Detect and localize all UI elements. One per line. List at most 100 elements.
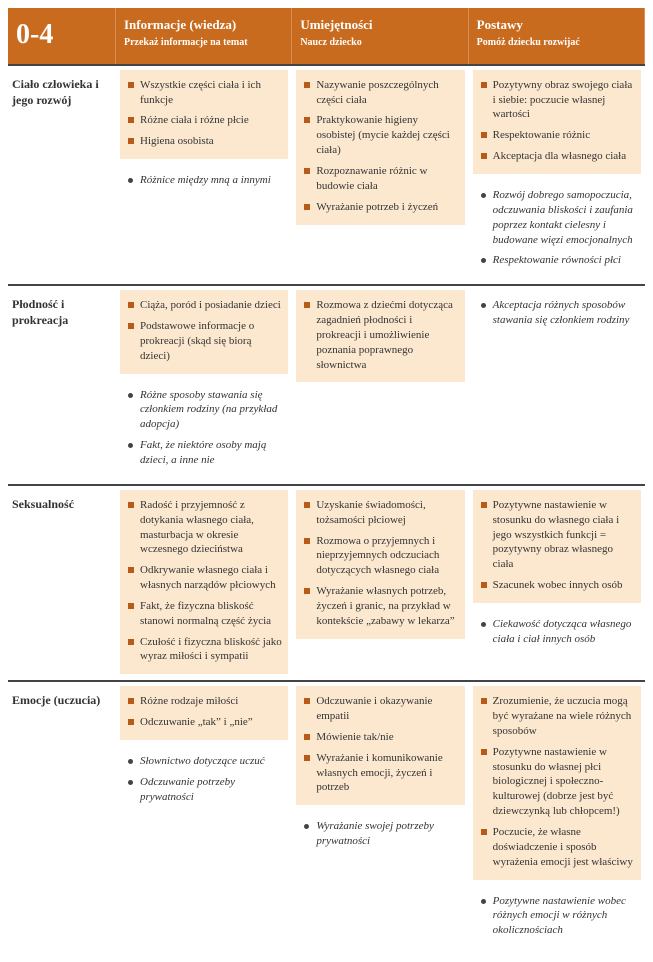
header-col-skills: Umiejętności Naucz dziecko	[292, 8, 468, 64]
primary-list: Odczuwanie i okazywanie empatiiMówienie …	[302, 692, 458, 799]
col-subtitle: Przekaż informacje na temat	[124, 36, 283, 50]
primary-block: Nazywanie poszczególnych części ciałaPra…	[296, 70, 464, 225]
list-item: Różne rodzaje miłości	[126, 692, 282, 713]
list-item: Odkrywanie własnego ciała i własnych nar…	[126, 561, 282, 597]
primary-list: Ciąża, poród i posiadanie dzieciPodstawo…	[126, 296, 282, 367]
list-item: Pozytywny obraz swojego ciała i siebie: …	[479, 76, 635, 127]
secondary-list: Ciekawość dotycząca własnego ciała i cia…	[479, 615, 635, 651]
secondary-list: Różne sposoby stawania się członkiem rod…	[126, 386, 282, 472]
col-subtitle: Naucz dziecko	[300, 36, 459, 50]
primary-list: Pozytywne nastawienie w stosunku do włas…	[479, 496, 635, 597]
header-col-knowledge: Informacje (wiedza) Przekaż informacje n…	[116, 8, 292, 64]
table-cell: Zrozumienie, że uczucia mogą być wyrażan…	[469, 680, 645, 954]
list-item: Rozmowa o przyjemnych i nieprzyjemnych o…	[302, 532, 458, 583]
list-item: Pozytywne nastawienie w stosunku do włas…	[479, 743, 635, 823]
table-cell: Odczuwanie i okazywanie empatiiMówienie …	[292, 680, 468, 954]
primary-block: Ciąża, poród i posiadanie dzieciPodstawo…	[120, 290, 288, 373]
list-item: Słownictwo dotyczące uczuć	[126, 752, 282, 773]
list-item: Mówienie tak/nie	[302, 728, 458, 749]
primary-block: Zrozumienie, że uczucia mogą być wyrażan…	[473, 686, 641, 879]
age-range-text: 0-4	[16, 16, 53, 54]
list-item: Różne ciała i różne płcie	[126, 111, 282, 132]
list-item: Szacunek wobec innych osób	[479, 576, 635, 597]
primary-list: Wszystkie części ciała i ich funkcjeRóżn…	[126, 76, 282, 153]
table-cell: Wszystkie części ciała i ich funkcjeRóżn…	[116, 64, 292, 284]
primary-list: Nazywanie poszczególnych części ciałaPra…	[302, 76, 458, 219]
primary-list: Różne rodzaje miłościOdczuwanie „tak” i …	[126, 692, 282, 734]
list-item: Odczuwanie potrzeby prywatności	[126, 773, 282, 809]
list-item: Uzyskanie świadomości, tożsamości płciow…	[302, 496, 458, 532]
col-title: Umiejętności	[300, 16, 459, 34]
secondary-block: Ciekawość dotycząca własnego ciała i cia…	[473, 609, 641, 657]
primary-list: Zrozumienie, że uczucia mogą być wyrażan…	[479, 692, 635, 873]
curriculum-table: 0-4 Informacje (wiedza) Przekaż informac…	[8, 8, 645, 954]
table-cell: Pozytywny obraz swojego ciała i siebie: …	[469, 64, 645, 284]
table-cell: Akceptacja różnych sposobów stawania się…	[469, 284, 645, 484]
table-cell: Nazywanie poszczególnych części ciałaPra…	[292, 64, 468, 284]
list-item: Wyrażanie i komunikowanie własnych emocj…	[302, 749, 458, 800]
list-item: Rozpoznawanie różnic w budowie ciała	[302, 162, 458, 198]
secondary-list: Pozytywne nastawienie wobec różnych emoc…	[479, 892, 635, 943]
list-item: Ciąża, poród i posiadanie dzieci	[126, 296, 282, 317]
list-item: Fakt, że fizyczna bliskość stanowi norma…	[126, 597, 282, 633]
list-item: Pozytywne nastawienie wobec różnych emoc…	[479, 892, 635, 943]
primary-list: Pozytywny obraz swojego ciała i siebie: …	[479, 76, 635, 168]
primary-list: Radość i przyjemność z dotykania własneg…	[126, 496, 282, 668]
list-item: Czułość i fizyczna bliskość jako wyraz m…	[126, 633, 282, 669]
header-col-attitudes: Postawy Pomóż dziecku rozwijać	[469, 8, 645, 64]
primary-block: Rozmowa z dziećmi dotycząca zagadnień pł…	[296, 290, 464, 382]
row-label: Seksualność	[8, 484, 116, 680]
list-item: Zrozumienie, że uczucia mogą być wyrażan…	[479, 692, 635, 743]
secondary-list: Słownictwo dotyczące uczućOdczuwanie pot…	[126, 752, 282, 809]
list-item: Akceptacja dla własnego ciała	[479, 147, 635, 168]
list-item: Higiena osobista	[126, 132, 282, 153]
primary-list: Uzyskanie świadomości, tożsamości płciow…	[302, 496, 458, 633]
list-item: Wyrażanie swojej potrzeby prywatności	[302, 817, 458, 853]
secondary-block: Słownictwo dotyczące uczućOdczuwanie pot…	[120, 746, 288, 815]
table-cell: Radość i przyjemność z dotykania własneg…	[116, 484, 292, 680]
list-item: Wyrażanie potrzeb i życzeń	[302, 198, 458, 219]
primary-block: Wszystkie części ciała i ich funkcjeRóżn…	[120, 70, 288, 159]
list-item: Odczuwanie „tak” i „nie”	[126, 713, 282, 734]
list-item: Radość i przyjemność z dotykania własneg…	[126, 496, 282, 561]
primary-block: Różne rodzaje miłościOdczuwanie „tak” i …	[120, 686, 288, 740]
list-item: Respektowanie równości płci	[479, 251, 635, 272]
table-cell: Różne rodzaje miłościOdczuwanie „tak” i …	[116, 680, 292, 954]
secondary-block: Różne sposoby stawania się członkiem rod…	[120, 380, 288, 478]
list-item: Rozwój dobrego samopoczucia, odczuwania …	[479, 186, 635, 251]
primary-block: Uzyskanie świadomości, tożsamości płciow…	[296, 490, 464, 639]
secondary-block: Rozwój dobrego samopoczucia, odczuwania …	[473, 180, 641, 278]
col-title: Informacje (wiedza)	[124, 16, 283, 34]
secondary-list: Wyrażanie swojej potrzeby prywatności	[302, 817, 458, 853]
list-item: Różnice między mną a innymi	[126, 171, 282, 192]
table-cell: Uzyskanie świadomości, tożsamości płciow…	[292, 484, 468, 680]
row-label: Emocje (uczucia)	[8, 680, 116, 954]
list-item: Pozytywne nastawienie w stosunku do włas…	[479, 496, 635, 576]
col-subtitle: Pomóż dziecku rozwijać	[477, 36, 636, 50]
primary-list: Rozmowa z dziećmi dotycząca zagadnień pł…	[302, 296, 458, 376]
table-cell: Pozytywne nastawienie w stosunku do włas…	[469, 484, 645, 680]
list-item: Rozmowa z dziećmi dotycząca zagadnień pł…	[302, 296, 458, 376]
list-item: Ciekawość dotycząca własnego ciała i cia…	[479, 615, 635, 651]
header-age-range: 0-4	[8, 8, 116, 64]
list-item: Wszystkie części ciała i ich funkcje	[126, 76, 282, 112]
list-item: Poczucie, że własne doświadczenie i spos…	[479, 823, 635, 874]
list-item: Nazywanie poszczególnych części ciała	[302, 76, 458, 112]
secondary-list: Akceptacja różnych sposobów stawania się…	[479, 296, 635, 332]
primary-block: Radość i przyjemność z dotykania własneg…	[120, 490, 288, 674]
table-cell: Rozmowa z dziećmi dotycząca zagadnień pł…	[292, 284, 468, 484]
list-item: Praktykowanie higieny osobistej (mycie k…	[302, 111, 458, 162]
secondary-block: Wyrażanie swojej potrzeby prywatności	[296, 811, 464, 859]
secondary-block: Akceptacja różnych sposobów stawania się…	[473, 290, 641, 338]
primary-block: Pozytywny obraz swojego ciała i siebie: …	[473, 70, 641, 174]
col-title: Postawy	[477, 16, 636, 34]
list-item: Fakt, że niektóre osoby mają dzieci, a i…	[126, 436, 282, 472]
list-item: Odczuwanie i okazywanie empatii	[302, 692, 458, 728]
primary-block: Odczuwanie i okazywanie empatiiMówienie …	[296, 686, 464, 805]
row-label: Płodność i prokreacja	[8, 284, 116, 484]
list-item: Podstawowe informacje o prokreacji (skąd…	[126, 317, 282, 368]
list-item: Akceptacja różnych sposobów stawania się…	[479, 296, 635, 332]
list-item: Wyrażanie własnych potrzeb, życzeń i gra…	[302, 582, 458, 633]
list-item: Różne sposoby stawania się członkiem rod…	[126, 386, 282, 437]
row-label: Ciało człowieka i jego rozwój	[8, 64, 116, 284]
